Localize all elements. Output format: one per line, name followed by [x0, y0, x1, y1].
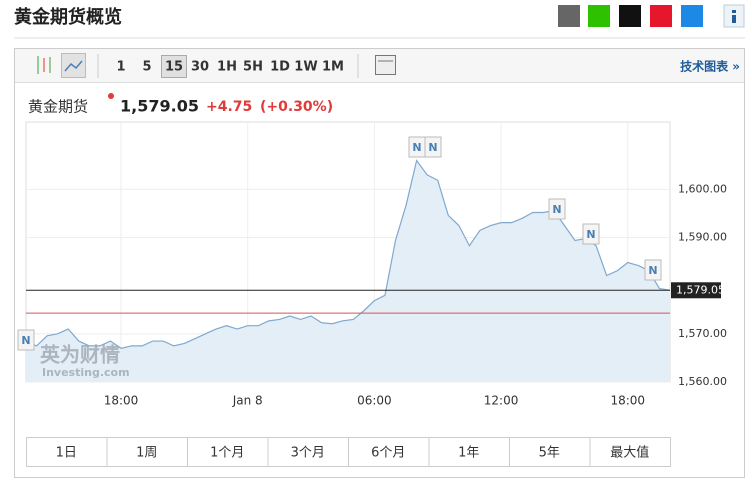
weibo-icon[interactable]	[650, 5, 672, 27]
news-marker[interactable]	[548, 198, 566, 220]
live-dot	[108, 93, 114, 99]
range-label: 1日	[56, 446, 77, 461]
price-change: +4.75	[206, 99, 252, 115]
interval-selected	[161, 55, 187, 78]
news-marker-label: N	[552, 203, 561, 216]
news-marker[interactable]	[424, 136, 442, 158]
range-button[interactable]	[428, 437, 510, 467]
area-icon-line	[64, 60, 83, 72]
mail-icon[interactable]	[558, 5, 580, 27]
interval-button[interactable]: 1	[116, 60, 125, 75]
range-button[interactable]	[348, 437, 430, 467]
range-button[interactable]	[26, 437, 108, 467]
news-marker-label: N	[586, 228, 595, 241]
interval-button[interactable]: 30	[191, 60, 209, 75]
range-label: 最大值	[610, 445, 649, 461]
news-marker[interactable]	[17, 329, 35, 351]
interval-button[interactable]: 15	[165, 60, 183, 75]
y-tick-label: 1,590.00	[678, 231, 727, 244]
info-dot	[732, 10, 736, 13]
wechat-icon[interactable]	[588, 5, 610, 27]
range-button[interactable]	[589, 437, 671, 467]
range-button[interactable]	[106, 437, 188, 467]
range-button[interactable]	[187, 437, 269, 467]
interval-button[interactable]: 1D	[270, 60, 290, 75]
interval-button[interactable]: 5	[142, 60, 151, 75]
news-marker-label: N	[21, 334, 30, 347]
range-button[interactable]	[509, 437, 591, 467]
price-line	[25, 159, 671, 349]
last-price: 1,579.05	[120, 97, 199, 116]
x-tick-label: 06:00	[357, 394, 392, 408]
table-icon[interactable]	[375, 55, 396, 75]
range-label: 3个月	[291, 446, 325, 461]
watermark-brand: 英为财情	[40, 343, 120, 367]
price-change-pct: (+0.30%)	[260, 99, 333, 115]
range-label: 5年	[539, 446, 560, 461]
interval-button[interactable]: 5H	[243, 60, 263, 75]
x-tick-label: Jan 8	[232, 394, 263, 408]
interval-button[interactable]: 1H	[217, 60, 237, 75]
news-marker[interactable]	[582, 223, 600, 245]
price-area	[26, 160, 670, 382]
qq-icon[interactable]	[619, 5, 641, 27]
interval-button[interactable]: 1M	[322, 60, 344, 75]
range-label: 1周	[136, 446, 157, 461]
news-marker-label: N	[412, 141, 421, 154]
news-marker-label: N	[428, 141, 437, 154]
news-marker-label: N	[648, 264, 657, 277]
page-title: 黄金期货概览	[14, 6, 122, 28]
range-label: 1年	[458, 446, 479, 461]
share-icons	[558, 4, 745, 28]
range-label: 1个月	[210, 446, 244, 461]
y-tick-label: 1,600.00	[678, 182, 727, 195]
range-button[interactable]	[267, 437, 349, 467]
interval-button[interactable]: 1W	[294, 60, 317, 75]
range-label: 6个月	[371, 446, 405, 461]
candle-icon[interactable]	[37, 56, 51, 74]
x-tick-label: 18:00	[104, 394, 139, 408]
technical-chart-link[interactable]: 技术图表 »	[680, 59, 740, 74]
info-bar	[732, 15, 736, 23]
last-price-tag	[671, 282, 721, 299]
y-tick-label: 1,560.00	[678, 375, 727, 388]
x-tick-label: 12:00	[484, 394, 519, 408]
y-tick-label: 1,570.00	[678, 327, 727, 340]
favorite-icon[interactable]	[681, 5, 703, 27]
x-tick-label: 18:00	[610, 394, 645, 408]
last-price-label: 1,579.05	[676, 283, 725, 296]
watermark-site: Investing.com	[42, 366, 130, 379]
instrument-name: 黄金期货	[28, 98, 88, 116]
news-marker[interactable]	[644, 259, 662, 281]
